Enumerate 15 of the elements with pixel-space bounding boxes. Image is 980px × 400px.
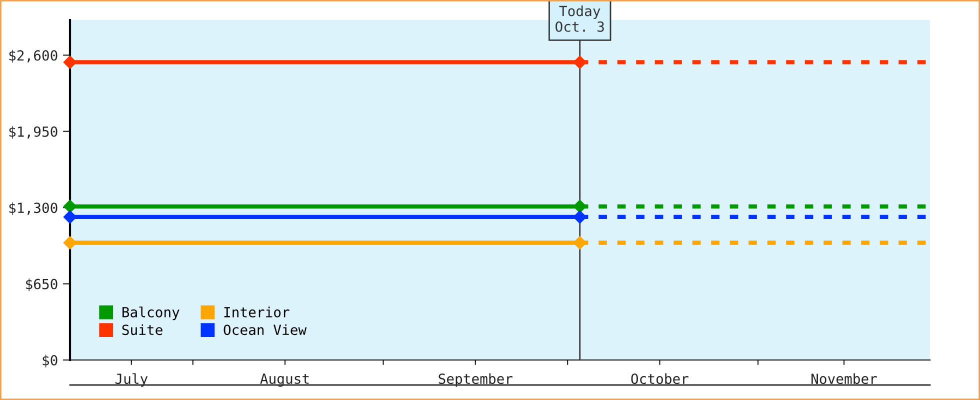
y-tick-label: $650 bbox=[26, 278, 58, 292]
legend-label: Ocean View bbox=[224, 324, 307, 336]
x-tick-label: September bbox=[438, 373, 513, 387]
x-tick-label: November bbox=[811, 373, 877, 384]
x-tick-label: August bbox=[260, 374, 309, 387]
legend-label: Suite bbox=[122, 324, 162, 336]
x-tick-label: July bbox=[115, 373, 148, 387]
y-tick-label: $0 bbox=[42, 354, 58, 368]
y-tick-label: $2,600 bbox=[9, 50, 58, 63]
legend-label: Balcony bbox=[122, 306, 180, 320]
y-tick-label: $1,950 bbox=[9, 126, 58, 139]
ref-line-label: Today Oct. 3 bbox=[556, 5, 604, 32]
legend-label: Interior bbox=[224, 306, 290, 318]
x-tick-label: October bbox=[631, 373, 688, 384]
y-tick-label: $1,300 bbox=[9, 202, 58, 215]
